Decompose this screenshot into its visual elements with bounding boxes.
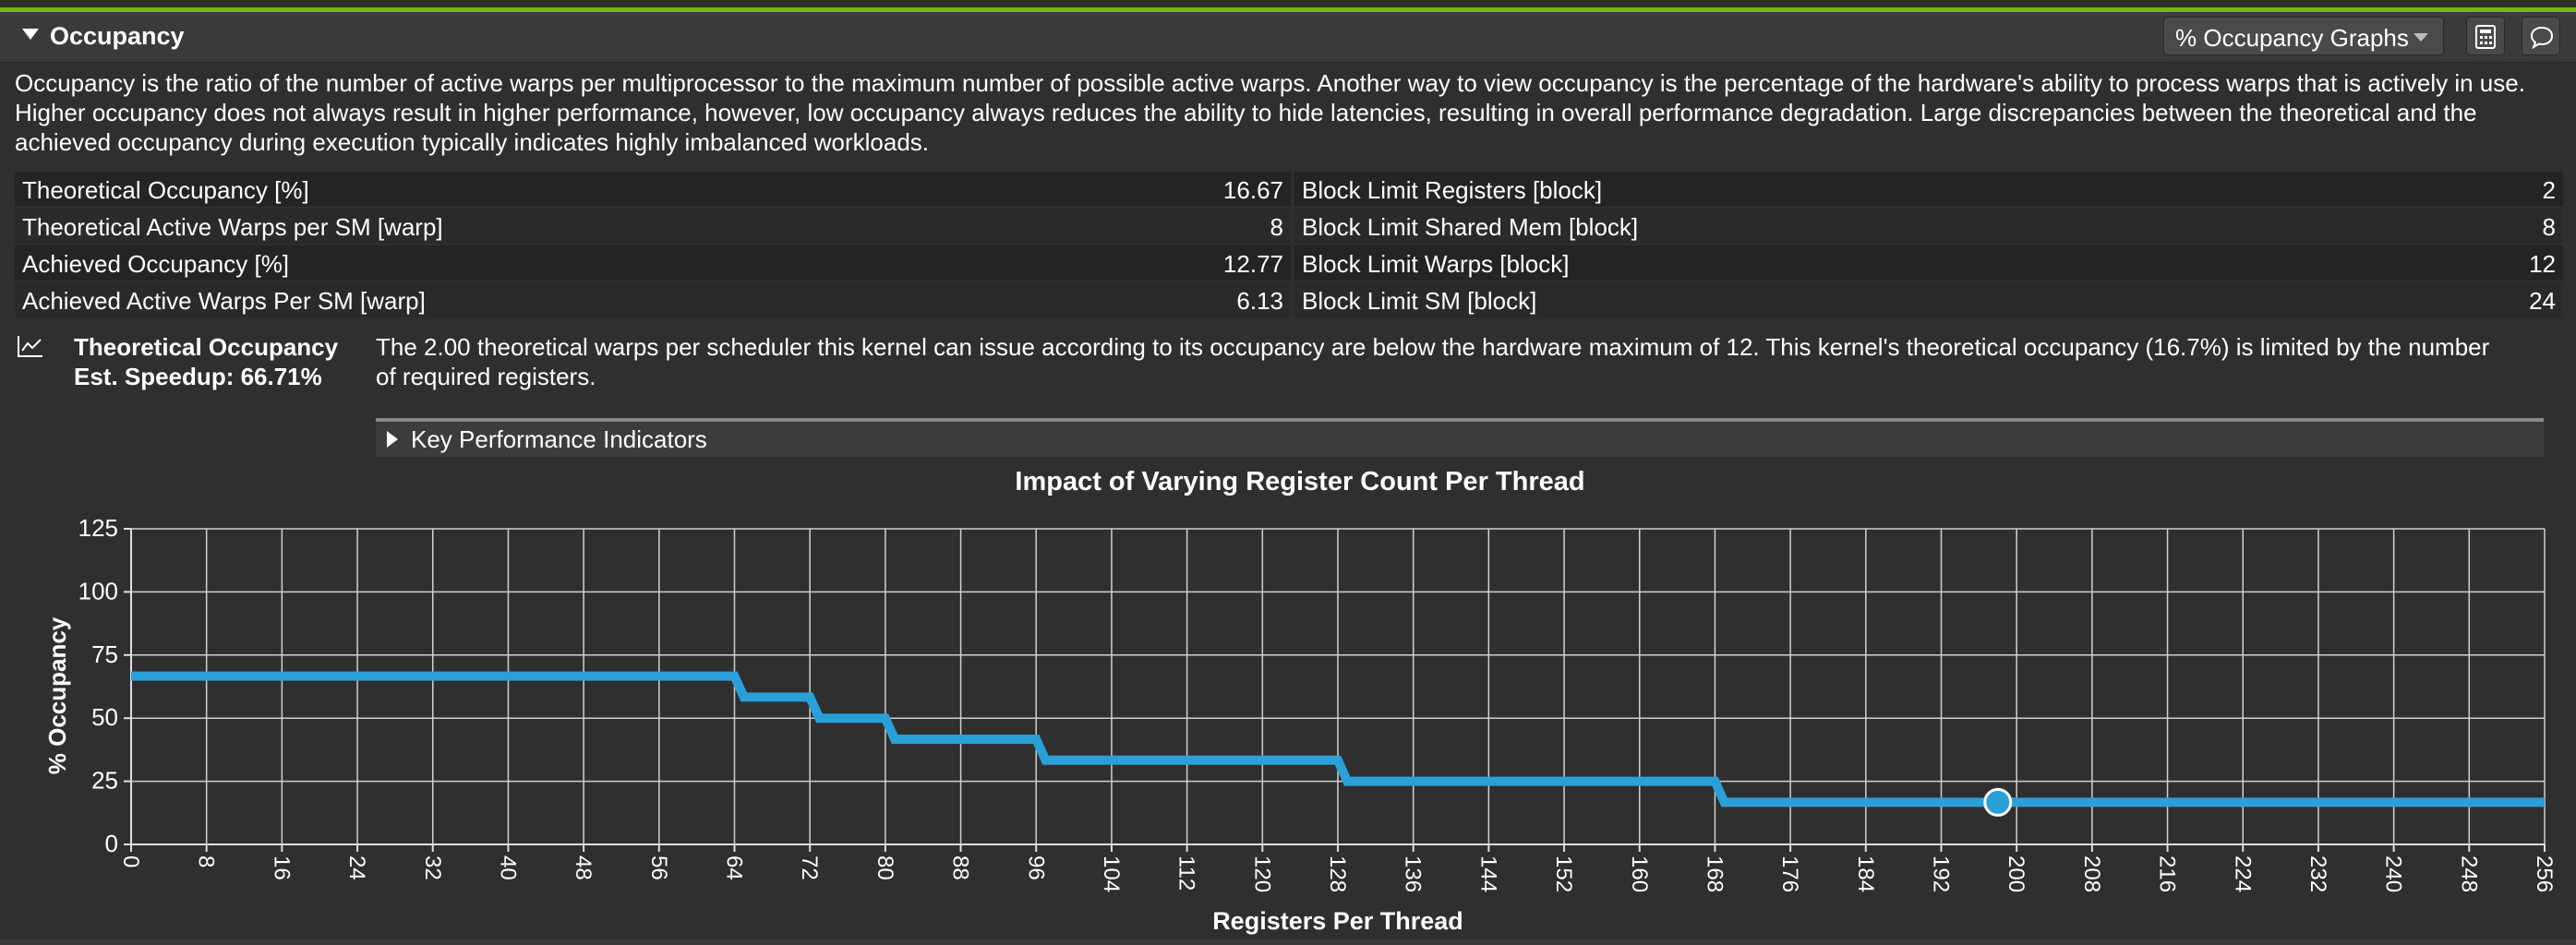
x-tick-label: 96 [1023,855,1048,880]
chevron-down-icon [2413,33,2428,42]
occupancy-chart: 0 8 16 24 32 40 48 56 64 72 80 88 96 104 112 120 128 136 1… [43,514,2557,935]
x-tick-label: 208 [2079,855,2104,892]
x-tick-label: 144 [1475,855,1500,892]
occupancy-chart-area: 0 8 16 24 32 40 48 56 64 72 80 88 96 104 112 120 128 136 1… [0,461,2576,945]
x-tick-label: 136 [1401,855,1426,892]
x-tick-label: 200 [2004,855,2028,892]
graph-select-dropdown[interactable]: % Occupancy Graphs [2163,17,2444,55]
y-tick-label: 50 [91,703,118,731]
x-tick-label: 32 [420,855,445,880]
metric-label: Block Limit Shared Mem [block] [1302,213,1639,241]
metrics-row: Theoretical Occupancy [%] 16.67 Block Li… [15,172,2563,209]
rule-text: The 2.00 theoretical warps per scheduler… [376,333,2490,390]
x-tick-label: 168 [1702,855,1727,892]
metric-value: 8 [1270,213,1283,241]
x-tick-label: 8 [194,855,219,867]
x-tick-label: 248 [2456,855,2481,892]
y-tick-label: 25 [91,767,118,795]
section-title: Occupancy [50,22,185,50]
x-tick-label: 88 [948,855,973,880]
kpi-label: Key Performance Indicators [411,425,707,453]
calculator-button[interactable] [2466,17,2505,55]
y-tick-label: 0 [105,830,118,857]
x-tick-label: 40 [495,855,520,880]
y-tick-label: 75 [91,640,118,668]
collapse-triangle-icon[interactable] [22,29,39,40]
metric-cell: Block Limit SM [block] 24 [1294,282,2563,317]
metric-value: 2 [2542,176,2556,204]
x-tick-label: 56 [646,855,671,880]
x-tick-label: 152 [1551,855,1576,892]
rule-title: Theoretical Occupancy [74,333,339,361]
section-header[interactable]: Occupancy % Occupancy Graphs [0,12,2576,63]
current-register-marker [1983,787,2013,817]
metric-cell: Block Limit Warps [block] 12 [1294,245,2563,281]
section-accent-bar [0,7,2576,12]
x-tick-label: 48 [571,855,596,880]
trend-chart-icon [18,336,42,357]
metric-value: 12.77 [1222,250,1283,278]
metric-label: Block Limit SM [block] [1302,287,1537,315]
metric-label: Achieved Occupancy [%] [22,250,290,278]
expand-triangle-icon [387,431,398,448]
metric-cell: Theoretical Occupancy [%] 16.67 [15,172,1291,207]
x-tick-label: 192 [1929,855,1954,892]
x-tick-label: 160 [1627,855,1652,892]
metric-cell: Achieved Occupancy [%] 12.77 [15,245,1291,281]
x-tick-label: 120 [1249,855,1274,892]
y-tick-label: 100 [78,577,118,604]
x-tick-label: 80 [873,855,897,880]
metric-value: 6.13 [1236,287,1283,315]
metric-label: Theoretical Occupancy [%] [22,176,309,204]
x-tick-label: 104 [1099,855,1124,892]
y-axis-label: % Occupancy [43,616,71,774]
comment-icon [2530,26,2554,49]
kpi-expander[interactable]: Key Performance Indicators [376,418,2544,457]
x-tick-label: 176 [1777,855,1802,892]
occupancy-line [131,671,2545,807]
graph-select-value: % Occupancy Graphs [2175,24,2409,52]
metrics-row: Theoretical Active Warps per SM [warp] 8… [15,209,2563,245]
x-tick-label: 72 [797,855,822,880]
metric-value: 24 [2529,287,2556,315]
metric-value: 12 [2529,250,2556,278]
metric-cell: Theoretical Active Warps per SM [warp] 8 [15,209,1291,244]
x-tick-label: 16 [269,855,294,880]
bottom-strip [0,939,2576,945]
x-tick-label: 24 [344,855,369,880]
rule-speedup: Est. Speedup: 66.71% [74,363,322,390]
x-tick-label: 216 [2155,855,2180,892]
x-tick-label: 256 [2532,855,2557,892]
x-tick-label: 240 [2381,855,2406,892]
metric-label: Block Limit Warps [block] [1302,250,1570,278]
x-tick-label: 128 [1325,855,1350,892]
occupancy-description: Occupancy is the ratio of the number of … [15,69,2525,156]
chart-title: Impact of Varying Register Count Per Thr… [1015,467,1585,496]
metrics-row: Achieved Occupancy [%] 12.77 Block Limit… [15,245,2563,282]
x-tick-label: 112 [1174,855,1199,891]
metric-cell: Block Limit Shared Mem [block] 8 [1294,209,2563,244]
comment-button[interactable] [2522,17,2560,55]
metric-value: 8 [2542,213,2556,241]
metric-cell: Achieved Active Warps Per SM [warp] 6.13 [15,282,1291,317]
metric-label: Theoretical Active Warps per SM [warp] [22,213,443,241]
x-axis-label: Registers Per Thread [1212,907,1463,935]
metric-cell: Block Limit Registers [block] 2 [1294,172,2563,207]
metric-label: Block Limit Registers [block] [1302,176,1603,204]
x-tick-label: 184 [1853,855,1878,892]
x-tick-label: 64 [722,855,747,880]
y-tick-label: 125 [78,514,118,542]
calculator-icon [2475,25,2496,49]
metrics-row: Achieved Active Warps Per SM [warp] 6.13… [15,282,2563,319]
metrics-table: Theoretical Occupancy [%] 16.67 Block Li… [15,172,2563,319]
x-tick-label: 0 [118,855,143,867]
x-tick-label: 232 [2305,855,2330,892]
metric-label: Achieved Active Warps Per SM [warp] [22,287,426,315]
metric-value: 16.67 [1222,176,1283,204]
x-tick-label: 224 [2230,855,2255,892]
